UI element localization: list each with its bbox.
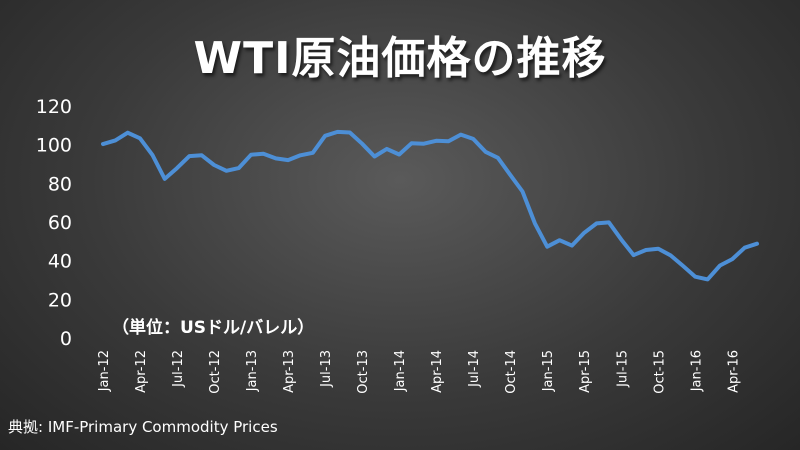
y-tick-label: 0 [60, 328, 72, 350]
x-tick-label: Jul-13 [319, 350, 334, 388]
x-tick-label: Apr-12 [134, 350, 149, 393]
x-tick-label: Jan-13 [245, 350, 260, 392]
y-tick-label: 20 [48, 289, 72, 311]
x-tick-label: Jan-16 [689, 350, 704, 392]
source-note: 典拠: IMF-Primary Commodity Prices [8, 418, 278, 436]
x-tick-label: Apr-14 [430, 350, 445, 393]
x-tick-label: Apr-16 [726, 350, 741, 393]
x-tick-label: Jan-15 [541, 350, 556, 392]
x-tick-label: Oct-13 [356, 350, 371, 394]
y-tick-label: 60 [48, 212, 72, 234]
x-tick-label: Apr-13 [282, 350, 297, 393]
series-layer [101, 129, 759, 282]
y-tick-label: 100 [36, 135, 72, 157]
x-tick-label: Jan-14 [393, 350, 408, 392]
x-tick-label: Jan-12 [97, 350, 112, 392]
series-line [101, 129, 759, 282]
x-tick-label: Oct-12 [208, 350, 223, 394]
y-tick-label: 80 [48, 173, 72, 195]
y-tick-label: 40 [48, 251, 72, 273]
y-axis: 0 20 40 60 80 100 120 [36, 96, 72, 350]
x-tick-label: Apr-15 [578, 350, 593, 393]
x-tick-label: Jul-14 [467, 350, 482, 388]
chart-title: WTI原油価格の推移 [193, 33, 607, 84]
x-tick-label: Jul-12 [171, 350, 186, 388]
x-axis: Jan-12 Apr-12 Jul-12 Oct-12 Jan-13 Apr-13 Jul-… [97, 350, 741, 394]
y-tick-label: 120 [36, 96, 72, 118]
x-tick-label: Oct-15 [652, 350, 667, 394]
x-tick-label: Oct-14 [504, 350, 519, 394]
unit-note: （単位：USドル/バレル） [112, 318, 315, 338]
x-tick-label: Jul-15 [615, 350, 630, 388]
